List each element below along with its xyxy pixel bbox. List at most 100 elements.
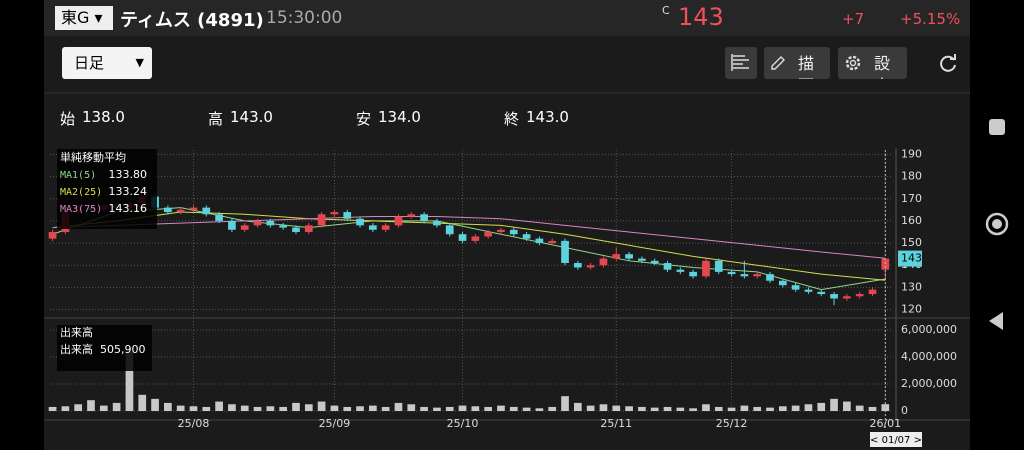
ma-line bbox=[52, 215, 886, 259]
pencil-icon bbox=[771, 56, 785, 70]
volume-bar bbox=[407, 404, 416, 411]
y-tick-label: 180 bbox=[901, 170, 922, 183]
volume-bar bbox=[702, 404, 710, 411]
volume-value: 505,900 bbox=[100, 343, 146, 356]
volume-bar bbox=[433, 407, 441, 411]
cursor-date-bg bbox=[870, 432, 922, 447]
market-select[interactable]: 東G ▾ bbox=[55, 6, 113, 30]
candle-body bbox=[561, 240, 569, 264]
candle-body bbox=[625, 254, 633, 259]
volume-bar bbox=[343, 406, 352, 411]
candle-body bbox=[830, 294, 838, 299]
volume-bar bbox=[394, 402, 403, 411]
x-tick-label: 25/08 bbox=[178, 417, 210, 430]
volume-bar bbox=[778, 406, 787, 411]
volume-tick-label: 6,000,000 bbox=[901, 323, 957, 336]
ma-line bbox=[52, 211, 886, 281]
volume-bar bbox=[599, 404, 608, 411]
price-marker-bg bbox=[898, 250, 922, 267]
back-button[interactable] bbox=[989, 312, 1003, 330]
volume-bar bbox=[125, 351, 134, 411]
candle-body bbox=[279, 225, 288, 228]
volume-bar bbox=[484, 406, 492, 411]
indicator-button[interactable] bbox=[725, 47, 757, 79]
candle-body bbox=[612, 254, 621, 259]
legend-bg bbox=[57, 149, 157, 229]
ohlc-value: 143.0 bbox=[230, 108, 273, 126]
ma-line bbox=[52, 207, 886, 291]
volume-bar bbox=[420, 406, 428, 411]
candle-body bbox=[689, 271, 697, 277]
volume-bar bbox=[612, 405, 621, 411]
volume-bar bbox=[240, 405, 249, 411]
ohlc-value: 134.0 bbox=[378, 108, 421, 126]
x-tick-label: 25/12 bbox=[716, 417, 748, 430]
candle-body bbox=[855, 294, 864, 297]
candle-body bbox=[791, 285, 800, 290]
volume-bar bbox=[381, 406, 390, 411]
volume-bar bbox=[855, 405, 864, 411]
volume-bar bbox=[561, 396, 569, 411]
price-marker: 143 bbox=[901, 252, 922, 265]
candle-body bbox=[215, 214, 223, 221]
volume-tick-label: 2,000,000 bbox=[901, 377, 957, 390]
legend-bg bbox=[57, 325, 152, 371]
volume-bar bbox=[369, 405, 377, 411]
period: 日足 bbox=[74, 54, 105, 72]
refresh-button[interactable] bbox=[936, 52, 960, 76]
volume-bar bbox=[99, 405, 108, 411]
recent-button[interactable] bbox=[989, 119, 1005, 135]
volume-bar bbox=[868, 406, 877, 411]
volume-bar bbox=[48, 406, 57, 411]
ohlc-value: 138.0 bbox=[82, 108, 125, 126]
candle-body bbox=[292, 227, 300, 232]
volume-bar bbox=[202, 406, 211, 411]
x-tick-label: 25/09 bbox=[319, 417, 351, 430]
volume-bar bbox=[471, 406, 480, 411]
ohlc-name: 始 bbox=[60, 110, 76, 128]
candle-body bbox=[356, 218, 364, 226]
gear-icon bbox=[845, 55, 861, 71]
volume-title: 出来高 bbox=[60, 325, 93, 339]
volume-bar bbox=[817, 402, 826, 411]
ohlc-name: 安 bbox=[356, 110, 372, 128]
volume-bar bbox=[164, 402, 172, 411]
legend-value: 133.80 bbox=[109, 168, 148, 181]
candle-body bbox=[240, 225, 249, 230]
x-tick-label: 25/10 bbox=[447, 417, 479, 430]
candle-body bbox=[509, 229, 518, 235]
candle-body bbox=[804, 289, 813, 292]
draw-button[interactable]: 描画 bbox=[764, 47, 830, 79]
volume-bar bbox=[638, 406, 646, 411]
home-button[interactable] bbox=[985, 212, 1009, 236]
candle-body bbox=[484, 232, 492, 237]
volume-bar bbox=[215, 401, 223, 411]
volume-bar bbox=[535, 408, 544, 411]
candle-body bbox=[868, 289, 877, 295]
period-select[interactable]: 日足 ▼ bbox=[62, 47, 152, 79]
volume-bar bbox=[74, 404, 83, 411]
change-pct: +5.15% bbox=[900, 10, 961, 28]
candle-body bbox=[714, 260, 723, 272]
candle-body bbox=[343, 212, 352, 219]
candle-body bbox=[727, 271, 736, 275]
volume-bar bbox=[753, 406, 762, 411]
candle-body bbox=[778, 280, 787, 286]
candle-body bbox=[702, 260, 710, 277]
volume-bar bbox=[689, 408, 697, 411]
chart: 12013014015016017018019002,000,0004,000,… bbox=[44, 92, 970, 447]
volume-bar bbox=[676, 407, 685, 411]
legend-name: MA2(25) bbox=[60, 187, 102, 198]
ohlc-value: 143.0 bbox=[526, 108, 569, 126]
candle-body bbox=[535, 238, 544, 244]
volume-bar bbox=[266, 406, 275, 411]
candle-body bbox=[650, 260, 659, 264]
candle-body bbox=[407, 214, 416, 217]
legend-value: 133.24 bbox=[109, 185, 148, 198]
candle-body bbox=[202, 207, 211, 215]
ohlc-name: 高 bbox=[208, 110, 224, 128]
volume-bar bbox=[625, 406, 633, 411]
settings-button[interactable]: 設定 bbox=[838, 47, 907, 79]
